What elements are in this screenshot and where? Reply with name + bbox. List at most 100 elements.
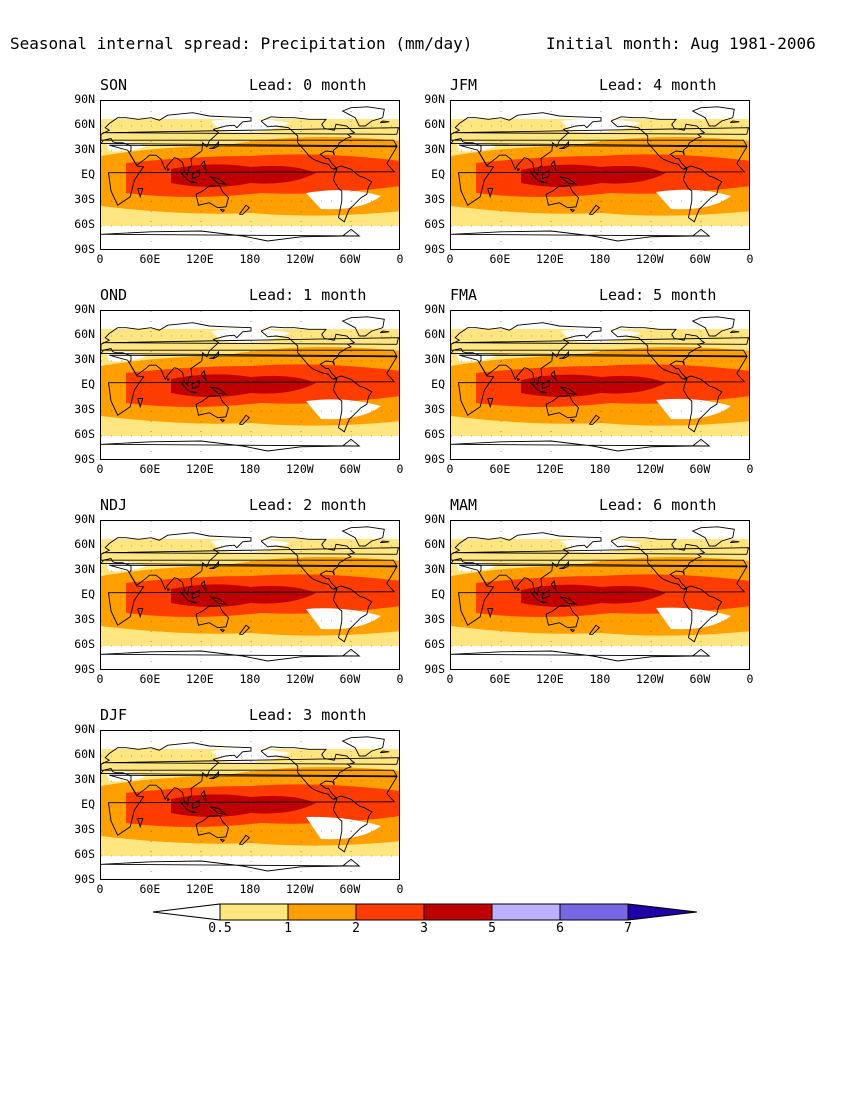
lat-tick-label: 30S: [424, 192, 445, 206]
lat-tick-label: 30S: [74, 822, 95, 836]
lon-tick-label: 120E: [536, 462, 564, 476]
lon-tick-label: 180: [239, 252, 261, 266]
colorbar-min-triangle: [152, 903, 221, 921]
map-canvas: [451, 101, 749, 249]
lon-tick-label: 180: [239, 882, 261, 896]
lat-tick-label: 90S: [424, 242, 445, 256]
precip-spread-map: [450, 520, 750, 670]
map-canvas: [101, 521, 399, 669]
panel-lead-label: Lead: 0 month: [249, 76, 367, 94]
lat-tick-label: 60S: [74, 637, 95, 651]
colorbar-segment: [491, 903, 561, 921]
lon-tick-label: 120E: [536, 672, 564, 686]
map-canvas: [451, 521, 749, 669]
precip-spread-map: [450, 100, 750, 250]
lat-tick-label: 30S: [424, 612, 445, 626]
lon-tick-label: 180: [239, 672, 261, 686]
lon-tick-label: 60E: [139, 882, 161, 896]
lat-tick-label: EQ: [81, 167, 95, 181]
lon-tick-label: 60E: [139, 462, 161, 476]
lat-tick-label: 60S: [74, 847, 95, 861]
lon-tick-label: 120E: [186, 672, 214, 686]
lat-tick-label: 90N: [74, 512, 95, 526]
lat-tick-label: EQ: [431, 377, 445, 391]
map-canvas: [101, 101, 399, 249]
lon-tick-label: 120E: [186, 462, 214, 476]
panel-lead-label: Lead: 5 month: [599, 286, 717, 304]
lat-tick-label: 60S: [424, 427, 445, 441]
lon-tick-label: 0: [396, 252, 404, 266]
lat-tick-label: 30N: [424, 562, 445, 576]
map-canvas: [101, 311, 399, 459]
colorbar-level-label: 0.5: [208, 921, 232, 936]
lon-tick-label: 120W: [636, 672, 664, 686]
lat-tick-label: 60N: [424, 327, 445, 341]
lat-tick-label: 30S: [424, 402, 445, 416]
map-canvas: [101, 731, 399, 879]
lon-tick-label: 120W: [636, 462, 664, 476]
lat-tick-label: 90N: [424, 512, 445, 526]
colorbar-level-label: 5: [488, 921, 496, 936]
lat-tick-label: 30N: [74, 772, 95, 786]
map-canvas: [451, 311, 749, 459]
lat-tick-label: 30N: [74, 562, 95, 576]
precip-spread-map: [100, 310, 400, 460]
lon-tick-label: 120W: [286, 672, 314, 686]
colorbar-segment: [287, 903, 357, 921]
lon-tick-label: 60E: [139, 252, 161, 266]
lat-tick-label: 60N: [74, 537, 95, 551]
lat-tick-label: 90S: [424, 662, 445, 676]
colorbar-level-label: 3: [420, 921, 428, 936]
panel-lead-label: Lead: 1 month: [249, 286, 367, 304]
lat-tick-label: 30N: [424, 352, 445, 366]
panel-lead-label: Lead: 4 month: [599, 76, 717, 94]
colorbar-segment: [559, 903, 629, 921]
panel-season-label: OND: [100, 286, 128, 304]
lat-tick-label: 90N: [74, 92, 95, 106]
lat-tick-label: 60N: [74, 117, 95, 131]
lat-tick-label: 60S: [74, 427, 95, 441]
lat-tick-label: EQ: [431, 587, 445, 601]
lat-tick-label: EQ: [81, 797, 95, 811]
lat-tick-label: 90S: [424, 452, 445, 466]
lon-tick-label: 60E: [489, 252, 511, 266]
initial-month-label: Initial month: Aug 1981-2006: [546, 34, 816, 53]
lat-tick-label: 30S: [74, 402, 95, 416]
precip-spread-map: [100, 100, 400, 250]
lon-tick-label: 120W: [636, 252, 664, 266]
lon-tick-label: 0: [396, 882, 404, 896]
lon-tick-label: 0: [746, 252, 754, 266]
lat-tick-label: EQ: [81, 377, 95, 391]
lon-tick-label: 180: [589, 252, 611, 266]
lat-tick-label: 60N: [424, 537, 445, 551]
precip-spread-map: [100, 730, 400, 880]
lon-tick-label: 120W: [286, 882, 314, 896]
colorbar-level-label: 1: [284, 921, 292, 936]
lat-tick-label: 60N: [424, 117, 445, 131]
precip-spread-map: [450, 310, 750, 460]
lat-tick-label: 60S: [74, 217, 95, 231]
lon-tick-label: 180: [589, 672, 611, 686]
page-title: Seasonal internal spread: Precipitation …: [10, 34, 473, 53]
lat-tick-label: 90S: [74, 662, 95, 676]
lon-tick-label: 60W: [339, 882, 361, 896]
panel-lead-label: Lead: 2 month: [249, 496, 367, 514]
lon-tick-label: 60W: [339, 252, 361, 266]
lon-tick-label: 120W: [286, 252, 314, 266]
lat-tick-label: 60N: [74, 747, 95, 761]
lon-tick-label: 60W: [339, 672, 361, 686]
panel-season-label: DJF: [100, 706, 128, 724]
lat-tick-label: EQ: [81, 587, 95, 601]
panel-season-label: NDJ: [100, 496, 128, 514]
lon-tick-label: 0: [446, 462, 454, 476]
lat-tick-label: 60S: [424, 637, 445, 651]
lon-tick-label: 120W: [286, 462, 314, 476]
lat-tick-label: 30S: [74, 612, 95, 626]
lat-tick-label: 90S: [74, 242, 95, 256]
lon-tick-label: 120E: [186, 882, 214, 896]
lat-tick-label: 30N: [74, 352, 95, 366]
lon-tick-label: 0: [446, 252, 454, 266]
lon-tick-label: 180: [589, 462, 611, 476]
lat-tick-label: 30N: [74, 142, 95, 156]
lat-tick-label: 30N: [424, 142, 445, 156]
